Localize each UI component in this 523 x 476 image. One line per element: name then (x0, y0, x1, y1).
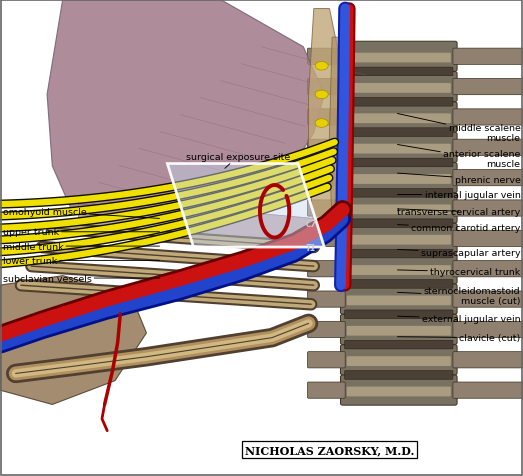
FancyBboxPatch shape (453, 170, 523, 187)
Ellipse shape (315, 62, 328, 71)
FancyBboxPatch shape (308, 49, 345, 65)
FancyBboxPatch shape (453, 382, 523, 398)
Text: T1: T1 (306, 244, 316, 253)
FancyBboxPatch shape (453, 109, 523, 126)
FancyBboxPatch shape (453, 200, 523, 217)
FancyBboxPatch shape (345, 250, 453, 258)
FancyBboxPatch shape (308, 382, 345, 398)
FancyBboxPatch shape (345, 189, 453, 198)
Text: C7: C7 (306, 219, 316, 228)
Polygon shape (78, 205, 324, 243)
Text: suprascapular artery: suprascapular artery (397, 249, 520, 258)
FancyBboxPatch shape (308, 231, 345, 247)
FancyBboxPatch shape (308, 79, 345, 96)
FancyBboxPatch shape (308, 109, 345, 126)
FancyBboxPatch shape (453, 322, 523, 338)
FancyBboxPatch shape (340, 224, 457, 254)
FancyBboxPatch shape (340, 42, 457, 72)
Text: NICHOLAS ZAORSKY, M.D.: NICHOLAS ZAORSKY, M.D. (245, 444, 414, 456)
Ellipse shape (315, 119, 328, 128)
Text: clavicle (cut): clavicle (cut) (397, 334, 520, 342)
FancyBboxPatch shape (340, 103, 457, 133)
FancyBboxPatch shape (453, 79, 523, 96)
FancyBboxPatch shape (340, 254, 457, 284)
FancyBboxPatch shape (308, 140, 345, 156)
Polygon shape (0, 276, 146, 405)
FancyBboxPatch shape (453, 140, 523, 156)
FancyBboxPatch shape (340, 133, 457, 163)
FancyBboxPatch shape (347, 387, 451, 397)
FancyBboxPatch shape (345, 219, 453, 228)
FancyBboxPatch shape (347, 235, 451, 245)
FancyBboxPatch shape (308, 352, 345, 368)
FancyBboxPatch shape (347, 326, 451, 336)
Text: phrenic nerve: phrenic nerve (397, 174, 520, 184)
FancyBboxPatch shape (347, 296, 451, 306)
Polygon shape (47, 0, 324, 219)
FancyBboxPatch shape (453, 352, 523, 368)
Text: upper trunk: upper trunk (3, 228, 160, 237)
Text: anterior scalene
muscle: anterior scalene muscle (397, 145, 520, 169)
Ellipse shape (315, 91, 328, 99)
Polygon shape (309, 10, 340, 238)
FancyBboxPatch shape (345, 371, 453, 379)
FancyBboxPatch shape (308, 200, 345, 217)
FancyBboxPatch shape (453, 49, 523, 65)
Text: thyrocervical trunk: thyrocervical trunk (397, 268, 520, 277)
Polygon shape (167, 164, 324, 248)
FancyBboxPatch shape (347, 84, 451, 94)
Text: middle scalene
muscle: middle scalene muscle (397, 114, 520, 143)
Text: omohyoid muscle: omohyoid muscle (3, 208, 160, 219)
FancyBboxPatch shape (345, 129, 453, 137)
FancyBboxPatch shape (345, 68, 453, 77)
FancyBboxPatch shape (347, 357, 451, 366)
Text: middle trunk: middle trunk (3, 242, 160, 251)
Text: sternocleidomastoid
muscle (cut): sternocleidomastoid muscle (cut) (397, 287, 520, 306)
FancyBboxPatch shape (340, 375, 457, 406)
Text: surgical exposure site: surgical exposure site (186, 153, 290, 169)
FancyBboxPatch shape (340, 315, 457, 345)
FancyBboxPatch shape (347, 144, 451, 154)
Text: internal jugular vein: internal jugular vein (397, 191, 520, 199)
Text: subclavian vessels: subclavian vessels (3, 274, 160, 283)
FancyBboxPatch shape (308, 170, 345, 187)
FancyBboxPatch shape (347, 114, 451, 124)
Text: lower trunk: lower trunk (3, 257, 160, 265)
FancyBboxPatch shape (340, 345, 457, 375)
FancyBboxPatch shape (347, 266, 451, 275)
Polygon shape (329, 38, 349, 238)
FancyBboxPatch shape (453, 291, 523, 307)
FancyBboxPatch shape (340, 163, 457, 193)
Text: external jugular vein: external jugular vein (397, 315, 520, 323)
FancyBboxPatch shape (308, 261, 345, 277)
FancyBboxPatch shape (340, 194, 457, 224)
FancyBboxPatch shape (345, 310, 453, 319)
FancyBboxPatch shape (345, 98, 453, 107)
FancyBboxPatch shape (345, 159, 453, 168)
FancyBboxPatch shape (340, 285, 457, 315)
FancyBboxPatch shape (308, 322, 345, 338)
FancyBboxPatch shape (345, 341, 453, 349)
FancyBboxPatch shape (347, 175, 451, 185)
Text: common carotid artery: common carotid artery (397, 224, 520, 233)
FancyBboxPatch shape (347, 54, 451, 63)
FancyBboxPatch shape (453, 231, 523, 247)
FancyBboxPatch shape (453, 261, 523, 277)
Text: transverse cervical artery: transverse cervical artery (397, 208, 520, 216)
FancyBboxPatch shape (347, 205, 451, 215)
FancyBboxPatch shape (345, 280, 453, 288)
FancyBboxPatch shape (308, 291, 345, 307)
FancyBboxPatch shape (340, 72, 457, 102)
